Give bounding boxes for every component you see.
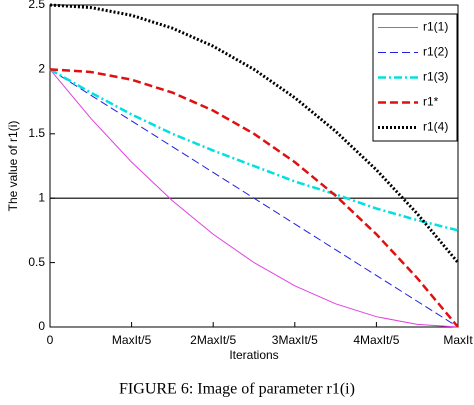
series-line <box>49 68 459 328</box>
legend-label: r1(3) <box>423 70 448 84</box>
y-tick-label: 0.5 <box>28 255 45 269</box>
x-tick-label: 0 <box>47 333 54 347</box>
x-axis-label: Iterations <box>229 348 278 362</box>
x-tick-label: MaxIt/5 <box>112 333 152 347</box>
x-tick-label: 3MaxIt/5 <box>272 333 318 347</box>
x-tick-label: 2MaxIt/5 <box>190 333 236 347</box>
series-line <box>49 3 460 264</box>
series-line <box>49 68 459 328</box>
caption: FIGURE 6: Image of parameter r1(i) <box>119 381 355 398</box>
series-line <box>49 69 459 328</box>
series-line <box>49 68 459 232</box>
y-tick-label: 2 <box>38 62 45 76</box>
x-tick-label: 4MaxIt/5 <box>353 333 399 347</box>
y-tick-label: 2.5 <box>28 0 45 11</box>
x-tick-label: MaxIt <box>443 333 473 347</box>
plot-frame <box>49 4 459 328</box>
y-axis-label: The value of r1(i) <box>6 121 20 212</box>
legend-label: r1* <box>423 95 439 109</box>
legend-label: r1(1) <box>423 20 448 34</box>
y-tick-label: 0 <box>38 319 45 333</box>
y-tick-label: 1.5 <box>28 126 45 140</box>
legend-label: r1(2) <box>423 45 448 59</box>
y-tick-label: 1 <box>38 190 45 204</box>
legend-label: r1(4) <box>423 120 448 134</box>
